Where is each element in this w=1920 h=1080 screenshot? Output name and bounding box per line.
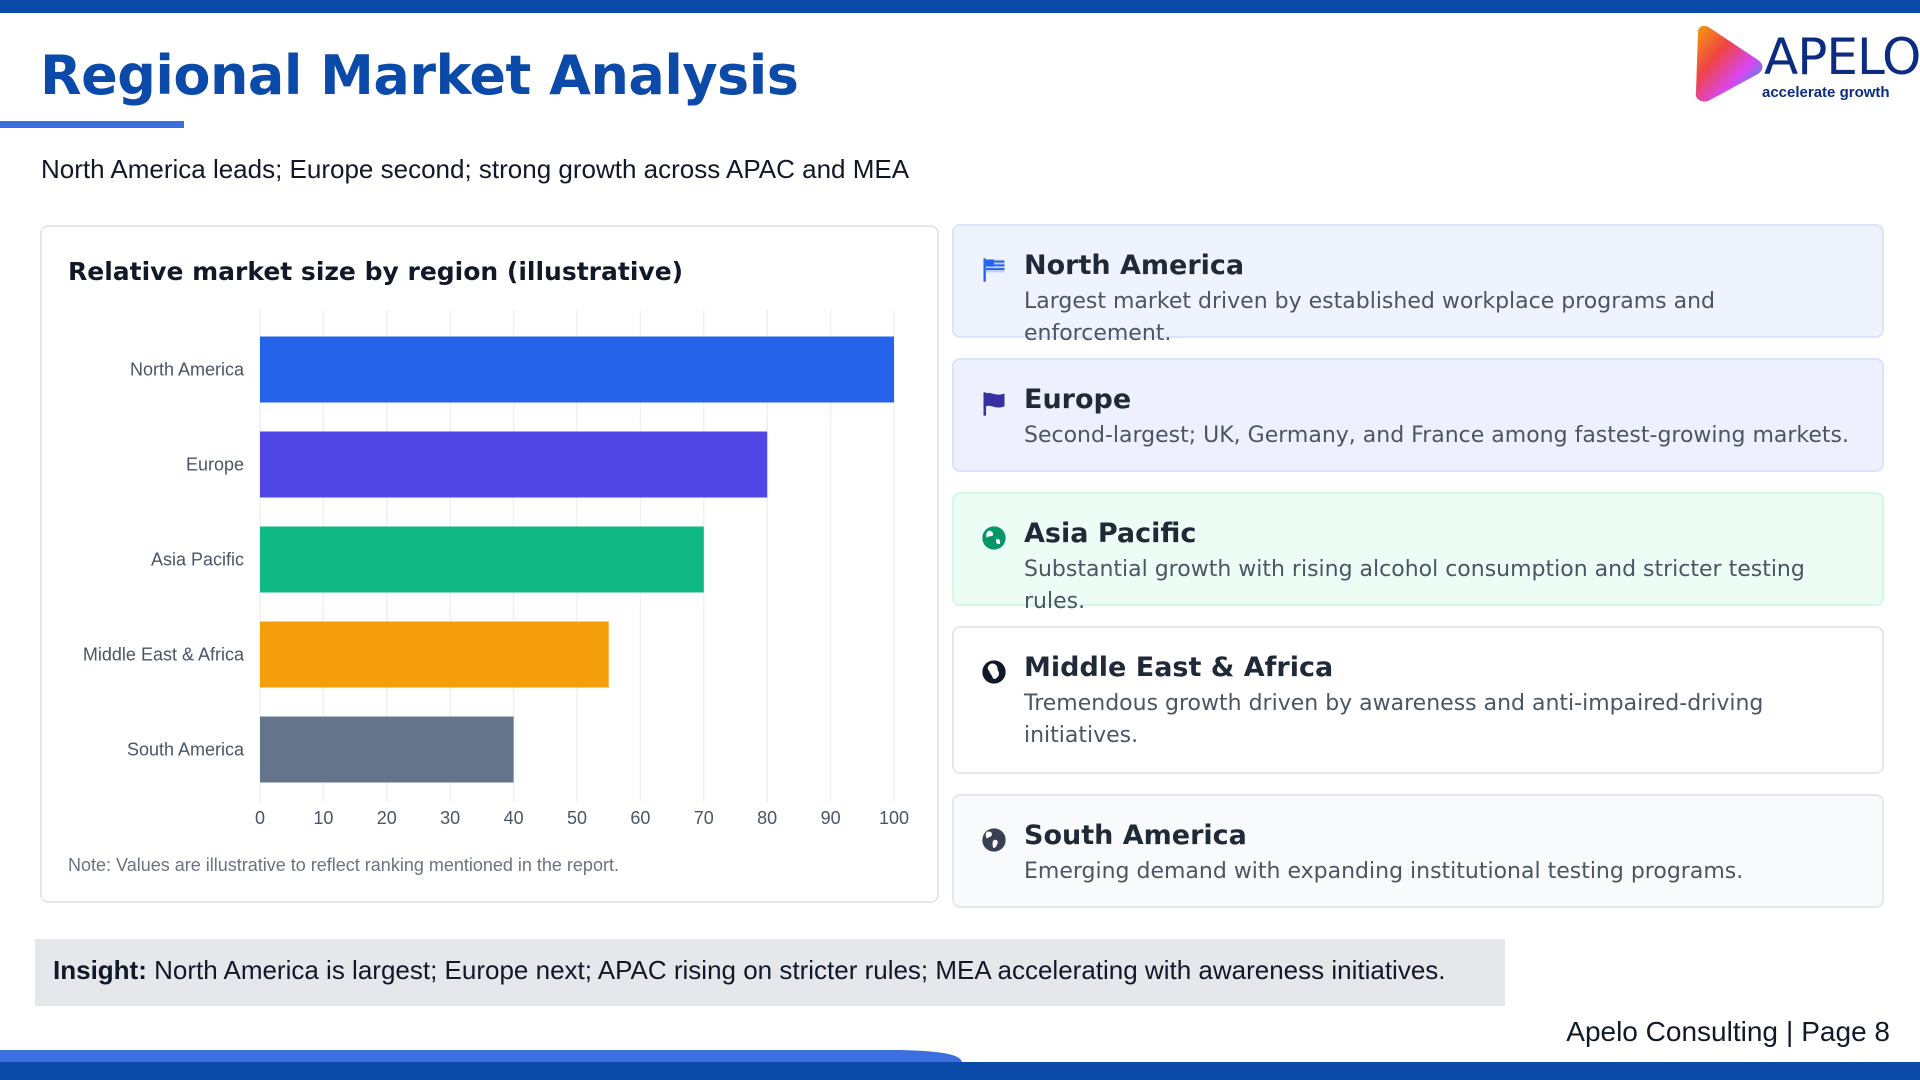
insight-text: North America is largest; Europe next; A…	[154, 955, 1446, 985]
footer-separator: |	[1785, 1016, 1794, 1047]
bottom-wave-decoration	[0, 1050, 1920, 1080]
region-card: Asia Pacific Substantial growth with risi…	[952, 492, 1884, 614]
x-tick-label: 0	[255, 808, 265, 828]
region-card: Europe Second-largest; UK, Germany, and F…	[952, 358, 1884, 472]
region-card: South America Emerging demand with expand…	[952, 794, 1884, 908]
region-description: Tremendous growth driven by awareness an…	[1024, 691, 1764, 748]
insight-box: Insight: North America is largest; Europ…	[35, 939, 1505, 1006]
x-tick-label: 60	[630, 808, 650, 828]
footer: Apelo Consulting | Page 8	[1566, 1016, 1890, 1048]
chart-card: Relative market size by region (illustra…	[40, 225, 939, 903]
apelo-logo: APELO accelerate growth	[1688, 24, 1920, 104]
region-list: North America Largest market driven by es…	[952, 224, 1884, 928]
logo-mark-icon	[1695, 25, 1763, 102]
page-title: Regional Market Analysis	[40, 44, 799, 107]
chart-note: Note: Values are illustrative to reflect…	[68, 855, 619, 875]
region-card: Middle East & Africa Tremendous growth dr…	[952, 626, 1884, 774]
flag-icon	[980, 390, 1008, 418]
region-card: North America Largest market driven by es…	[952, 224, 1884, 346]
x-tick-label: 40	[504, 808, 524, 828]
region-description: Emerging demand with expanding instituti…	[1024, 859, 1744, 884]
x-tick-label: 10	[313, 808, 333, 828]
x-tick-label: 50	[567, 808, 587, 828]
globe-americas-icon	[980, 826, 1008, 854]
region-name: Middle East & Africa	[1024, 652, 1334, 683]
region-name: North America	[1024, 250, 1245, 281]
bar	[260, 526, 704, 593]
globe-africa-icon	[980, 658, 1008, 686]
insight-label: Insight:	[53, 955, 147, 985]
y-tick-label: Asia Pacific	[151, 550, 244, 570]
bar	[260, 716, 514, 783]
footer-company: Apelo Consulting	[1566, 1016, 1778, 1047]
title-underline	[0, 121, 184, 128]
region-name: Europe	[1024, 384, 1132, 415]
x-tick-label: 70	[694, 808, 714, 828]
y-tick-label: Europe	[186, 455, 244, 475]
region-name: Asia Pacific	[1024, 518, 1197, 549]
bar	[260, 336, 894, 403]
x-tick-label: 80	[757, 808, 777, 828]
bar	[260, 431, 768, 498]
bar-chart: North America Europe Asia Pacific Middle Ea…	[83, 310, 909, 828]
page-subtitle: North America leads; Europe second; stro…	[41, 154, 910, 184]
bar	[260, 621, 609, 688]
y-tick-label: Middle East & Africa	[83, 645, 245, 665]
x-tick-label: 100	[879, 808, 909, 828]
region-description: Substantial growth with rising alcohol c…	[1024, 557, 1805, 614]
chart-title: Relative market size by region (illustra…	[68, 257, 684, 286]
region-description: Second-largest; UK, Germany, and France …	[1024, 423, 1849, 448]
logo-tagline: accelerate growth	[1762, 84, 1890, 101]
region-name: South America	[1024, 820, 1247, 851]
x-tick-label: 20	[377, 808, 397, 828]
x-tick-label: 90	[821, 808, 841, 828]
globe-asia-icon	[980, 524, 1008, 552]
top-accent-bar	[0, 0, 1920, 13]
flag-usa-icon	[980, 256, 1008, 284]
x-tick-label: 30	[440, 808, 460, 828]
y-tick-label: South America	[127, 740, 245, 760]
region-description: Largest market driven by established wor…	[1024, 289, 1716, 346]
y-tick-label: North America	[130, 360, 245, 380]
logo-wordmark: APELO	[1764, 28, 1920, 86]
page-number: Page 8	[1801, 1016, 1890, 1047]
